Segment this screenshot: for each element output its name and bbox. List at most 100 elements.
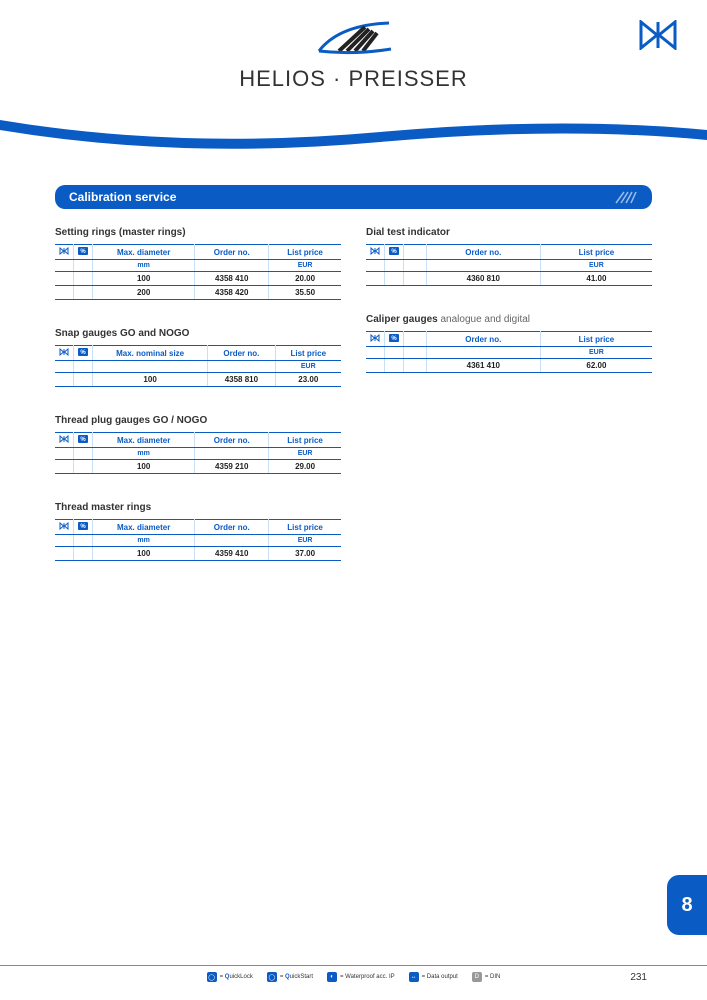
table-row: 2004358 42035.50: [55, 286, 341, 300]
thread-master-table: %Max. diameterOrder no.List pricemmEUR10…: [55, 519, 341, 561]
table-row: 1004358 81023.00: [55, 373, 341, 387]
table-header: List price: [269, 245, 341, 260]
footer-legend: ◯ = QuickLock◯ = QuickStart◐ = Waterproo…: [55, 972, 652, 982]
butterfly-icon: [55, 245, 74, 260]
table-subheader: [404, 347, 427, 359]
header-swoosh-icon: [0, 110, 707, 155]
butterfly-icon: [55, 433, 74, 448]
legend-label: = Data output: [422, 974, 458, 980]
table-header: List price: [540, 245, 652, 260]
setting-rings-title: Setting rings (master rings): [55, 227, 341, 238]
legend-label: = QuickStart: [280, 974, 313, 980]
table-subheader: [195, 260, 269, 272]
table-cell: 37.00: [269, 547, 341, 561]
caliper-gauges-table: %Order no.List priceEUR4361 41062.00: [366, 331, 652, 373]
brand-block: HELIOS · PREISSER: [0, 0, 707, 92]
table-subheader: EUR: [269, 448, 341, 460]
section-number-tab: 8: [667, 875, 707, 935]
butterfly-icon: [366, 332, 385, 347]
table-cell: 23.00: [275, 373, 341, 387]
setting-rings-block: Setting rings (master rings) %Max. diame…: [55, 227, 341, 300]
table-subheader: EUR: [275, 361, 341, 373]
section-title: Calibration service: [69, 190, 176, 204]
page-number: 231: [630, 972, 647, 983]
table-header: List price: [540, 332, 652, 347]
table-header: Order no.: [426, 245, 540, 260]
table-subheader: mm: [93, 260, 195, 272]
table-cell: [404, 359, 427, 373]
table-subheader: [195, 535, 269, 547]
percent-icon: %: [74, 346, 93, 361]
thread-plug-table: %Max. diameterOrder no.List pricemmEUR10…: [55, 432, 341, 474]
table-row: 4360 81041.00: [366, 272, 652, 286]
table-row: 1004359 41037.00: [55, 547, 341, 561]
table-subheader: [404, 260, 427, 272]
percent-icon: %: [74, 520, 93, 535]
caliper-gauges-block: Caliper gauges analogue and digital %Ord…: [366, 314, 652, 373]
caliper-gauges-title: Caliper gauges analogue and digital: [366, 314, 652, 325]
legend-icon: ↔: [409, 972, 419, 982]
snap-gauges-block: Snap gauges GO and NOGO %Max. nominal si…: [55, 328, 341, 387]
percent-icon: %: [385, 245, 404, 260]
table-subheader: [195, 448, 269, 460]
table-cell: 4358 410: [195, 272, 269, 286]
left-column: Setting rings (master rings) %Max. diame…: [55, 227, 341, 589]
table-header: Max. diameter: [93, 245, 195, 260]
table-header: [404, 245, 427, 260]
legend-item-qs: ◯ = QuickStart: [267, 972, 313, 982]
section-number: 8: [681, 894, 692, 917]
table-header: List price: [269, 433, 341, 448]
svg-text:%: %: [80, 524, 86, 530]
page-header: HELIOS · PREISSER: [0, 0, 707, 135]
table-cell: 200: [93, 286, 195, 300]
table-subheader: [93, 361, 208, 373]
dial-test-title: Dial test indicator: [366, 227, 652, 238]
thread-master-title: Thread master rings: [55, 502, 341, 513]
thread-plug-block: Thread plug gauges GO / NOGO %Max. diame…: [55, 415, 341, 474]
table-cell: 4358 420: [195, 286, 269, 300]
svg-text:%: %: [80, 350, 86, 356]
table-header: Order no.: [195, 245, 269, 260]
table-subheader: [208, 361, 275, 373]
table-subheader: [426, 347, 540, 359]
table-subheader: mm: [93, 448, 195, 460]
percent-icon: %: [74, 433, 93, 448]
thread-plug-title: Thread plug gauges GO / NOGO: [55, 415, 341, 426]
legend-item-din: D = DIN: [472, 972, 501, 982]
table-cell: 4359 210: [195, 460, 269, 474]
dial-test-table: % Order no.List priceEUR4360 81041.00: [366, 244, 652, 286]
table-subheader: EUR: [269, 260, 341, 272]
table-cell: 100: [93, 547, 195, 561]
svg-text:%: %: [391, 336, 397, 342]
section-title-bar: Calibration service: [55, 185, 652, 209]
butterfly-icon: [55, 520, 74, 535]
table-subheader: EUR: [540, 260, 652, 272]
legend-icon: ◯: [207, 972, 217, 982]
percent-icon: %: [74, 245, 93, 260]
table-subheader: EUR: [540, 347, 652, 359]
legend-icon: ◐: [327, 972, 337, 982]
legend-item-ql: ◯ = QuickLock: [207, 972, 253, 982]
legend-label: = QuickLock: [220, 974, 253, 980]
table-cell: 4358 810: [208, 373, 275, 387]
table-cell: 4359 410: [195, 547, 269, 561]
snap-gauges-table: %Max. nominal sizeOrder no.List priceEUR…: [55, 345, 341, 387]
table-row: 4361 41062.00: [366, 359, 652, 373]
table-header: Order no.: [208, 346, 275, 361]
table-cell: 100: [93, 373, 208, 387]
svg-text:%: %: [80, 437, 86, 443]
corner-butterfly-icon: [639, 20, 677, 55]
dial-test-block: Dial test indicator % Order no.List price…: [366, 227, 652, 286]
table-cell: 35.50: [269, 286, 341, 300]
brand-name: HELIOS · PREISSER: [0, 66, 707, 92]
table-cell: 20.00: [269, 272, 341, 286]
thread-master-block: Thread master rings %Max. diameterOrder …: [55, 502, 341, 561]
table-cell: 4360 810: [426, 272, 540, 286]
table-cell: 41.00: [540, 272, 652, 286]
setting-rings-table: %Max. diameterOrder no.List price mm EUR 10…: [55, 244, 341, 300]
table-row: 1004359 21029.00: [55, 460, 341, 474]
table-cell: 100: [93, 272, 195, 286]
legend-icon: ◯: [267, 972, 277, 982]
table-cell: [404, 272, 427, 286]
columns: Setting rings (master rings) %Max. diame…: [55, 227, 652, 589]
